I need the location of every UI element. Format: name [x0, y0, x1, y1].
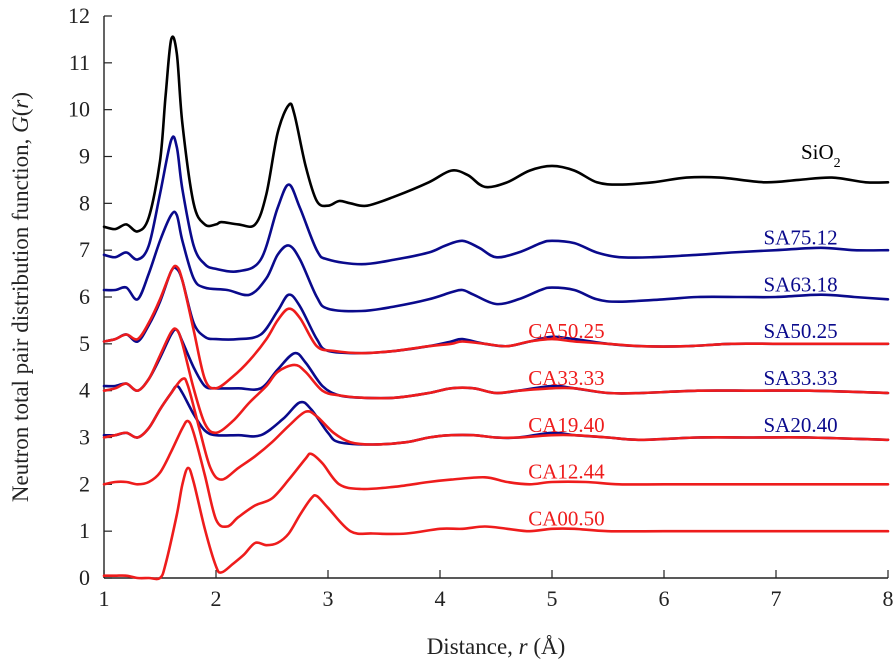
y-tick-label: 3 — [79, 425, 90, 450]
series-label-sa50-25: SA50.25 — [763, 319, 837, 343]
y-tick-label: 9 — [79, 144, 90, 169]
x-tick-label: 8 — [883, 586, 894, 611]
x-axis-title: Distance, r (Å) — [427, 634, 566, 659]
series-label-ca33-33: CA33.33 — [528, 366, 604, 390]
y-axis-title: Neutron total pair distribution function… — [8, 92, 33, 502]
series-curves — [102, 35, 890, 581]
y-tick-label: 5 — [79, 331, 90, 356]
series-label-sa75-12: SA75.12 — [763, 226, 837, 250]
series-label-ca12-44: CA12.44 — [528, 460, 605, 484]
x-axis-ticks: 1 2 3 4 5 6 7 8 — [99, 570, 894, 611]
y-tick-label: 12 — [68, 3, 90, 28]
series-label-sio2: SiO2 — [801, 140, 841, 171]
x-tick-label: 2 — [211, 586, 222, 611]
series-line-ca19-40 — [102, 377, 890, 481]
x-tick-label: 4 — [435, 586, 446, 611]
series-label-sa63-18: SA63.18 — [763, 272, 837, 296]
y-tick-label: 10 — [68, 97, 90, 122]
series-line-ca50-25 — [102, 264, 890, 390]
y-tick-label: 7 — [79, 237, 90, 262]
y-tick-label: 11 — [69, 50, 90, 75]
x-tick-label: 1 — [99, 586, 110, 611]
x-tick-label: 6 — [659, 586, 670, 611]
y-tick-label: 8 — [79, 190, 90, 215]
series-label-sa33-33: SA33.33 — [763, 366, 837, 390]
x-tick-label: 7 — [771, 586, 782, 611]
x-tick-label: 3 — [323, 586, 334, 611]
series-label-ca19-40: CA19.40 — [528, 413, 604, 437]
series-label-sa20-40: SA20.40 — [763, 413, 837, 437]
series-line-ca12-44 — [102, 419, 890, 529]
series-labels: SiO2 SA75.12 SA63.18 SA50.25 SA33.33 SA20.40 C… — [528, 140, 840, 531]
y-tick-label: 2 — [79, 471, 90, 496]
series-label-ca50-25: CA50.25 — [528, 319, 604, 343]
series-line-ca00-50 — [102, 466, 890, 581]
y-tick-label: 6 — [79, 284, 90, 309]
y-tick-label: 0 — [79, 565, 90, 590]
series-line-sio2 — [102, 35, 890, 233]
series-line-ca33-33 — [102, 327, 890, 435]
series-line-sa63-18 — [102, 210, 890, 313]
series-line-sa75-12 — [102, 135, 890, 273]
series-label-ca00-50: CA00.50 — [528, 507, 604, 531]
y-tick-label: 4 — [79, 378, 90, 403]
x-tick-label: 5 — [547, 586, 558, 611]
y-tick-label: 1 — [79, 518, 90, 543]
